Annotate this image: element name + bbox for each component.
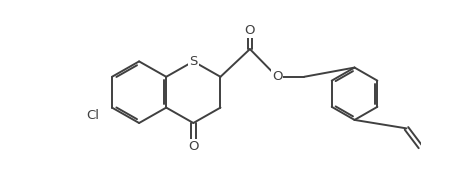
Text: Cl: Cl [86, 109, 99, 122]
Text: O: O [188, 140, 198, 153]
Text: O: O [272, 70, 282, 83]
Text: S: S [189, 55, 197, 68]
Text: O: O [245, 24, 255, 37]
